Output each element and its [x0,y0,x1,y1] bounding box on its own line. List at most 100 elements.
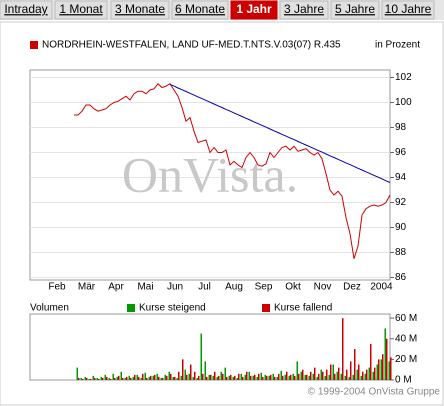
volume-bar [374,367,376,380]
volume-bar [174,376,176,380]
volume-bar [330,364,332,380]
tab[interactable] [230,0,278,20]
tab[interactable] [171,0,229,20]
volume-bar [76,367,78,380]
volume-bar [186,374,188,380]
volume-bar [230,374,232,380]
volume-bar [362,371,364,380]
data-line [74,82,391,259]
legend-label: Kurse fallend [274,303,332,314]
tab-label[interactable]: 6 Monate [175,2,225,16]
volume-bar [332,364,334,380]
volume-bar [238,373,240,380]
volume-bar [180,375,182,380]
volume-bar [168,371,170,380]
tab-label[interactable]: 3 Jahre [284,2,324,16]
x-tick-label: 2004 [370,282,393,293]
tab-label[interactable]: 1 Jahr [236,2,272,16]
x-tick-label: Jun [167,282,183,293]
tab-label[interactable]: 1 Monat [59,2,103,16]
y-tick-label: 98 [395,122,407,133]
volume-bar [268,375,270,380]
volume-bar [98,378,100,380]
volume-bar [288,375,290,380]
volume-bar [218,375,220,380]
tab[interactable] [381,0,435,20]
volume-bar [370,343,372,380]
y-tick-label: 96 [395,147,407,158]
tab-label[interactable]: Intraday [4,2,47,16]
volume-bar [78,377,80,380]
tab[interactable] [330,0,380,20]
volume-bar [326,369,328,380]
volume-bar [318,373,320,380]
volume-bar [286,371,288,380]
volume-bar [196,377,198,380]
volume-bar [134,374,136,380]
volume-bar [252,375,254,380]
volume-bar [198,375,200,380]
volume-bar [154,374,156,380]
volume-bar [192,376,194,380]
volume-bar [384,328,386,380]
volume-bar [208,374,210,380]
volume-bar [150,375,152,380]
volume-bar [338,367,340,380]
volume-bar [258,373,260,380]
volume-bar [94,377,96,380]
volume-bar [82,378,84,380]
volume-bar [136,374,138,380]
volume-bar [250,375,252,380]
volume-bar [310,371,312,380]
volume-bar [152,375,154,380]
tab[interactable] [0,0,53,20]
volume-bar [222,373,224,380]
volume-bar [112,373,114,380]
volume-bar [314,367,316,380]
volume-bar [184,369,186,380]
x-tick-label: Okt [285,282,301,293]
tab[interactable] [54,0,108,20]
volume-bar [100,376,102,380]
volume-bar [382,354,384,380]
volume-bar [278,373,280,380]
volume-bar [86,377,88,380]
volume-bar [166,375,168,380]
y-tick-label: 86 [395,272,407,283]
tab[interactable] [279,0,329,20]
x-tick-label: Feb [48,282,66,293]
volume-bar [148,376,150,380]
volume-bar [80,377,82,380]
volume-bar [132,376,134,380]
volume-bar [348,376,350,380]
volume-bar [106,376,108,380]
volume-bar [124,377,126,380]
volume-bar [138,376,140,380]
y-tick-label: 40 M [395,333,417,344]
volume-bar [350,361,352,380]
tab-label[interactable]: 10 Jahre [385,2,432,16]
legend-label: Kurse steigend [139,303,206,314]
volume-bar [190,364,192,380]
volume-bar [126,376,128,380]
legend-swatch [127,304,135,312]
volume-bar [140,377,142,380]
y-tick-label: 92 [395,197,407,208]
volume-bar [178,371,180,380]
volume-bar [300,371,302,380]
tab-label[interactable]: 3 Monate [115,2,165,16]
x-tick-label: Dez [343,282,361,293]
volume-bar [306,374,308,380]
tab[interactable] [110,0,170,20]
volume-bar [240,373,242,380]
volume-bar [294,375,296,380]
volume-bar [376,364,378,380]
y-tick-label: 90 [395,222,407,233]
volume-bar [266,375,268,380]
tab-label[interactable]: 5 Jahre [335,2,375,16]
volume-bar [296,361,298,380]
volume-bar [292,373,294,380]
volume-bar [372,371,374,380]
volume-bar [360,375,362,380]
footer: © 1999-2004 OnVista Gruppe [308,387,441,398]
